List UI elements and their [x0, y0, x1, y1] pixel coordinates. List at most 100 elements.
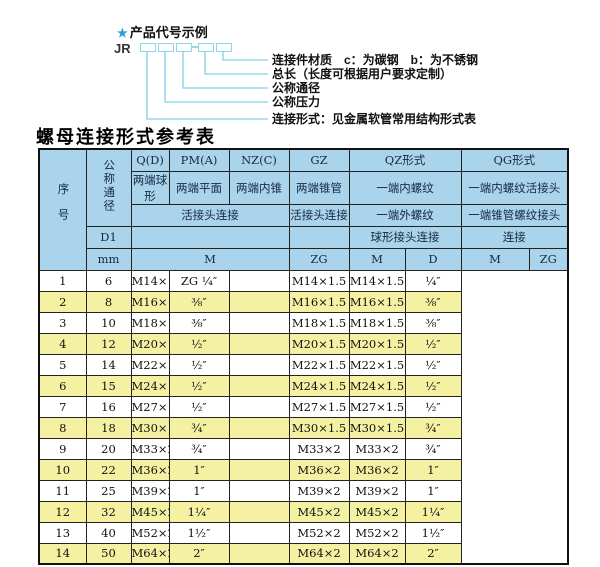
table-cell-zg: ½″ — [168, 395, 230, 418]
table-cell-qg_zg: ¾″ — [404, 416, 462, 439]
table-cell-seq: 8 — [38, 416, 87, 439]
table-cell-qz_d: M20×1.5 — [288, 332, 350, 355]
code-prefix: JR — [114, 41, 131, 56]
table-cell-qz_m — [228, 374, 290, 397]
header-qg-unit1: M — [460, 247, 530, 271]
header-qz-desc2: 一端外螺纹 — [348, 203, 462, 227]
diagram-label-diameter: 公称通径 — [272, 81, 321, 95]
table-cell-qg_zg: 1″ — [404, 479, 462, 502]
header-qz-unit2: D — [404, 247, 462, 271]
table-cell-qz_d: M14×1.5 — [288, 269, 350, 292]
table-cell-qg_m: M30×1.5 — [348, 416, 406, 439]
header-nz-desc: 两端内锥 — [228, 170, 290, 205]
table-cell-m: M18×1.5 — [130, 311, 170, 334]
table-cell-qz_d: M64×2 — [288, 542, 350, 565]
table-cell-zg: 1″ — [168, 458, 230, 481]
table-cell-m: M14×1.5 — [130, 269, 170, 292]
table-cell-dn: 15 — [85, 374, 132, 397]
diagram-label-length: 总长（长度可根据用户要求定制） — [272, 67, 453, 81]
table-cell-qg_zg: 1½″ — [404, 521, 462, 544]
leader-line — [182, 51, 268, 89]
table-cell-qg_m: M14×1.5 — [348, 269, 406, 292]
table-cell-dn: 14 — [85, 353, 132, 376]
table-cell-qz_d: M45×2 — [288, 500, 350, 523]
table-cell-qg_m: M45×2 — [348, 500, 406, 523]
code-box — [198, 43, 214, 52]
table-cell-dn: 8 — [85, 290, 132, 313]
table-cell-qg_m: M39×2 — [348, 479, 406, 502]
table-cell-zg: ⅜″ — [168, 290, 230, 313]
table-cell-qz_m — [228, 437, 290, 460]
table-cell-m: M27×1.5 — [130, 395, 170, 418]
table-cell-m: M30×1.5 — [130, 416, 170, 439]
table-cell-m: M20×1.5 — [130, 332, 170, 355]
table-cell-qz_m — [228, 521, 290, 544]
header-gz-code: GZ — [288, 148, 350, 172]
table-cell-seq: 9 — [38, 437, 87, 460]
table-cell-qg_m: M20×1.5 — [348, 332, 406, 355]
table-cell-seq: 10 — [38, 458, 87, 481]
table-cell-seq: 3 — [38, 311, 87, 334]
reference-table: 序号 公称通径 Q(D) PM(A) NZ(C) GZ QZ形式 QG形式 两端… — [38, 148, 570, 565]
header-qg-unit2: ZG — [528, 247, 569, 271]
table-cell-qg_zg: ¼″ — [404, 269, 462, 292]
table-cell-m: M64×2 — [130, 542, 170, 565]
header-d1: D1 — [85, 225, 132, 249]
table-cell-zg: ZG ¼″ — [168, 269, 230, 292]
header-blank — [288, 225, 350, 249]
diagram-label-pressure: 公称压力 — [272, 95, 321, 109]
table-cell-dn: 50 — [85, 542, 132, 565]
code-box — [176, 43, 192, 52]
table-cell-qg_m: M16×1.5 — [348, 290, 406, 313]
table-cell-qg_m: M36×2 — [348, 458, 406, 481]
table-cell-qg_m: M22×1.5 — [348, 353, 406, 376]
diagram-label-connection: 连接形式：见金属软管常用结构形式表 — [272, 112, 477, 126]
table-cell-qg_zg: ½″ — [404, 395, 462, 418]
leader-line — [204, 51, 268, 75]
table-cell-qz_d: M18×1.5 — [288, 311, 350, 334]
table-cell-qg_m: M64×2 — [348, 542, 406, 565]
table-cell-zg: ½″ — [168, 353, 230, 376]
table-cell-qg_m: M52×2 — [348, 521, 406, 544]
diagram-title: ★ 产品代号示例 — [117, 22, 208, 41]
table-cell-qz_d: M52×2 — [288, 521, 350, 544]
header-gz-unit: ZG — [288, 247, 350, 271]
header-gz-conn: 活接头连接 — [288, 203, 350, 227]
table-cell-zg: ½″ — [168, 374, 230, 397]
table-cell-qg_zg: ⅜″ — [404, 290, 462, 313]
table-cell-qz_m — [228, 290, 290, 313]
table-cell-qz_d: M36×2 — [288, 458, 350, 481]
table-cell-qg_zg: ⅜″ — [404, 311, 462, 334]
table-cell-seq: 7 — [38, 395, 87, 418]
table-cell-qz_d: M24×1.5 — [288, 374, 350, 397]
table-cell-qz_m — [228, 353, 290, 376]
table-cell-dn: 12 — [85, 332, 132, 355]
header-qg-desc2: 一端锥管螺纹接头 — [460, 203, 569, 227]
header-qd-desc: 两端球形 — [130, 170, 170, 205]
table-cell-seq: 5 — [38, 353, 87, 376]
table-cell-qg_zg: ½″ — [404, 353, 462, 376]
diagram-title-text: 产品代号示例 — [129, 25, 208, 40]
table-cell-dn: 6 — [85, 269, 132, 292]
table-header: 序号 公称通径 Q(D) PM(A) NZ(C) GZ QZ形式 QG形式 两端… — [38, 148, 569, 271]
table-cell-qz_m — [228, 311, 290, 334]
table-cell-qz_m — [228, 479, 290, 502]
table-cell-qg_zg: 1¼″ — [404, 500, 462, 523]
table-cell-zg: ¾″ — [168, 437, 230, 460]
table-cell-seq: 6 — [38, 374, 87, 397]
table-cell-m: M22×1.5 — [130, 353, 170, 376]
header-pm-code: PM(A) — [168, 148, 230, 172]
table-cell-zg: 1″ — [168, 479, 230, 502]
table-cell-m: M39×2 — [130, 479, 170, 502]
leader-line — [164, 51, 268, 103]
table-cell-qz_m — [228, 500, 290, 523]
